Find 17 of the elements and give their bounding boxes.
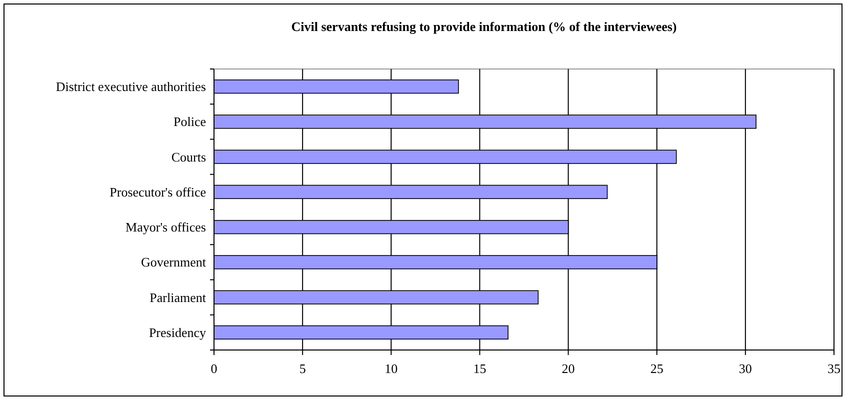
y-tick-label: Mayor's offices: [126, 220, 206, 235]
x-tick-label: 10: [384, 361, 398, 376]
y-tick-label: Parliament: [150, 290, 206, 305]
chart-title: Civil servants refusing to provide information (% of the interviewees): [291, 19, 677, 34]
y-tick-label: Police: [174, 114, 206, 130]
x-tick-label: 0: [210, 361, 218, 376]
y-tick-label: Government: [141, 254, 206, 270]
y-tick-label: Presidency: [148, 324, 206, 340]
x-tick-label: 35: [828, 361, 840, 376]
x-tick-label: 15: [473, 361, 486, 376]
y-tick-label: District executive authorities: [56, 79, 206, 94]
x-tick-label: 25: [650, 361, 664, 376]
x-tick-label: 30: [738, 361, 752, 376]
x-tick-label: 20: [562, 361, 575, 376]
x-tick-label: 5: [299, 361, 306, 376]
y-tick-label: Prosecutor's office: [110, 184, 206, 200]
y-tick-label: Courts: [171, 149, 206, 164]
